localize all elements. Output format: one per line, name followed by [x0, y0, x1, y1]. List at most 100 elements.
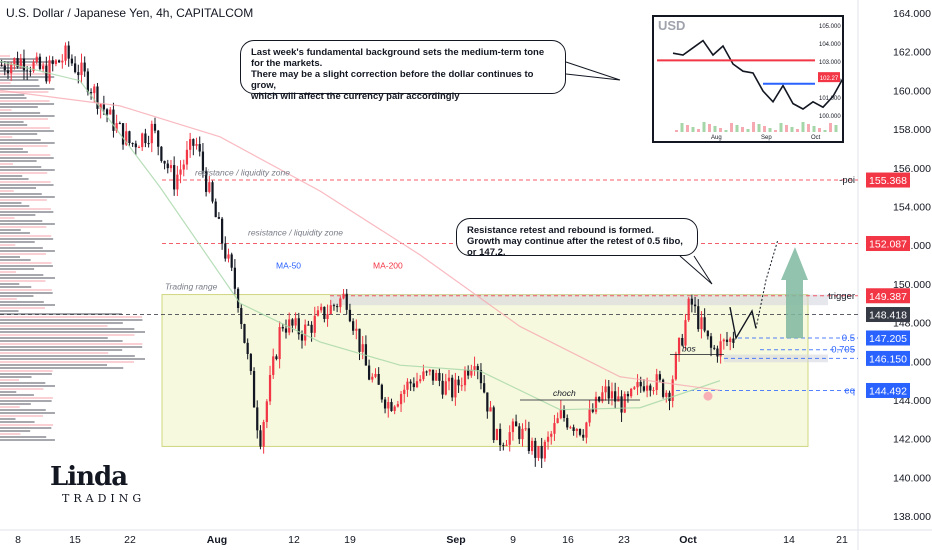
volume-profile-bar [0, 85, 40, 87]
candle-body [636, 381, 639, 388]
candle-body [546, 436, 550, 442]
volume-profile-bar [0, 409, 46, 411]
volume-profile-bar [0, 397, 53, 399]
volume-profile-bar [0, 184, 54, 186]
level-name: trigger [828, 291, 855, 302]
candle-body [441, 380, 444, 395]
level-price-tag [866, 382, 910, 398]
inset-volume-bar [818, 128, 821, 132]
candle-body [479, 370, 483, 384]
projection-path [729, 306, 757, 341]
projection-dotted [755, 239, 779, 329]
candle-body [486, 392, 489, 412]
candle-body [514, 421, 518, 427]
candle-body [224, 243, 227, 259]
candle-body [118, 123, 121, 125]
volume-profile-bar [0, 238, 54, 240]
volume-profile-bar [0, 235, 52, 237]
volume-profile-bar [0, 286, 32, 288]
candle-body [336, 306, 339, 308]
chart-annotation: bos [682, 344, 696, 354]
candle-body [697, 306, 700, 330]
candle-body [131, 143, 134, 145]
volume-profile-bar [0, 433, 21, 435]
volume-profile-bar [0, 217, 15, 219]
candle-body [205, 170, 208, 192]
candle-body [198, 144, 201, 152]
candle-body [134, 143, 137, 148]
candle-body [524, 428, 527, 430]
candle-body [572, 427, 575, 432]
candle-body [438, 372, 441, 381]
volume-profile-bar [0, 61, 55, 63]
candle-body [195, 144, 198, 146]
candle-body [313, 315, 316, 333]
candle-body [473, 366, 476, 370]
volume-profile-bar [0, 112, 41, 114]
candle-body [483, 383, 486, 393]
candle-body [0, 65, 3, 67]
candle-body [339, 298, 342, 308]
candle-body [256, 407, 259, 431]
callout-pointer-2 [679, 255, 713, 285]
chart-annotation: resistance / liquidity zone [248, 228, 343, 238]
x-tick-label: Sep [446, 534, 465, 546]
candle-body [393, 406, 396, 411]
volume-profile-bar [0, 379, 20, 381]
volume-profile-bar [0, 343, 143, 345]
y-tick-label: 162.000 [893, 47, 931, 59]
candle-body [377, 373, 380, 385]
candle-body [102, 104, 105, 110]
inset-volume-bar [790, 127, 794, 132]
candle-body [630, 388, 633, 397]
volume-profile-bar [0, 148, 23, 150]
callout-pointer-1 [565, 61, 621, 81]
candle-body [304, 324, 307, 341]
volume-profile-bar [0, 280, 46, 282]
volume-profile-bar [0, 163, 14, 165]
candle-body [463, 369, 467, 386]
candle-body [153, 123, 157, 131]
candle-body [399, 394, 403, 405]
inset-volume-bar [752, 122, 755, 132]
candle-body [160, 146, 163, 161]
volume-profile-bar [0, 169, 55, 171]
volume-profile-bar [0, 145, 48, 147]
candle-body [73, 63, 77, 73]
candle-body [144, 133, 147, 144]
candle-body [214, 201, 217, 218]
candle-body [444, 381, 447, 395]
candle-body [412, 383, 415, 388]
volume-profile-bar [0, 361, 135, 363]
x-tick-label: 21 [836, 534, 848, 546]
candle-body [492, 407, 495, 441]
candle-body [48, 60, 51, 82]
volume-profile-bar [0, 220, 43, 222]
candle-body [22, 58, 26, 71]
candle-body [64, 45, 67, 61]
candle-body [553, 423, 556, 434]
candle-body [45, 65, 48, 82]
inset-y-tick: 104.000 [819, 42, 841, 48]
candle-body [646, 385, 649, 391]
candle-body [435, 372, 438, 381]
candle-body [80, 62, 83, 76]
x-tick-label: 16 [562, 534, 574, 546]
volume-profile-bar [0, 394, 34, 396]
volume-profile-bar [0, 391, 17, 393]
volume-profile-bar [0, 127, 50, 129]
candle-body [166, 163, 169, 169]
candle-body [709, 336, 713, 348]
volume-profile-bar [0, 283, 20, 285]
candle-body [617, 396, 620, 402]
volume-profile-bar [0, 334, 135, 336]
ma-200-line [0, 89, 721, 391]
candle-body [211, 182, 214, 202]
inset-last-tag [818, 72, 840, 83]
volume-profile-bar [0, 313, 122, 315]
x-tick-label: 9 [510, 534, 516, 546]
inset-volume-bar [691, 127, 695, 132]
callout-text-1: Last week's fundamental background sets … [251, 47, 545, 102]
